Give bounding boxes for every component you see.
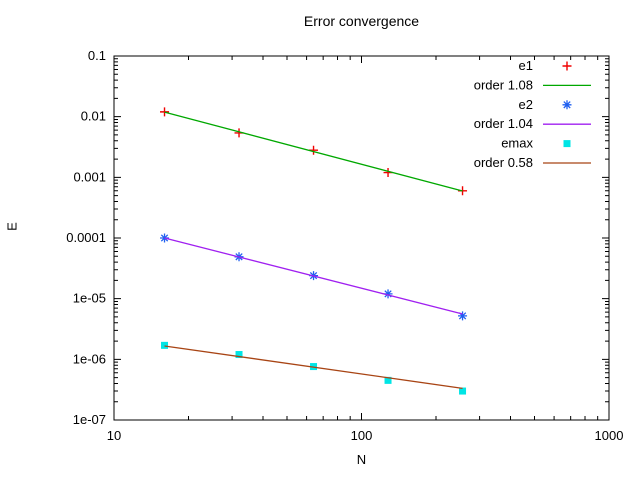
legend-label-order-1.08: order 1.08 [474, 77, 533, 92]
series-point-emax [459, 387, 467, 395]
y-tick-label: 1e-07 [73, 412, 106, 427]
legend-label-e1: e1 [519, 58, 533, 73]
series-line-order-1.08 [164, 111, 463, 192]
series-point-emax [161, 341, 169, 349]
series-point-emax [384, 376, 392, 384]
plot-border [113, 55, 610, 421]
y-tick-label: 0.0001 [66, 230, 106, 245]
legend-label-order-0.58: order 0.58 [474, 155, 533, 170]
legend-label-order-1.04: order 1.04 [474, 116, 533, 131]
series-point-e2 [458, 311, 468, 321]
x-axis-title: N [356, 452, 367, 467]
y-tick-label: 1e-06 [73, 351, 106, 366]
x-tick-label: 10 [107, 428, 121, 443]
series-point-e1 [160, 107, 170, 117]
legend-sample-e2 [562, 100, 572, 110]
series-point-emax [235, 351, 243, 359]
x-tick-label: 1000 [595, 428, 624, 443]
chart-title: Error convergence [303, 13, 420, 29]
legend-label-emax: emax [501, 136, 533, 151]
y-tick-label: 0.01 [81, 109, 106, 124]
series-line-order-0.58 [164, 345, 463, 389]
y-tick-label: 1e-05 [73, 291, 106, 306]
legend-sample-e1 [562, 61, 572, 71]
x-tick-label: 100 [351, 428, 373, 443]
y-tick-label: 0.1 [88, 48, 106, 63]
legend-sample-emax [563, 140, 571, 148]
series-point-e2 [383, 289, 393, 299]
y-tick-label: 0.001 [73, 169, 106, 184]
legend-label-e2: e2 [519, 97, 533, 112]
series-line-order-1.04 [164, 237, 463, 315]
